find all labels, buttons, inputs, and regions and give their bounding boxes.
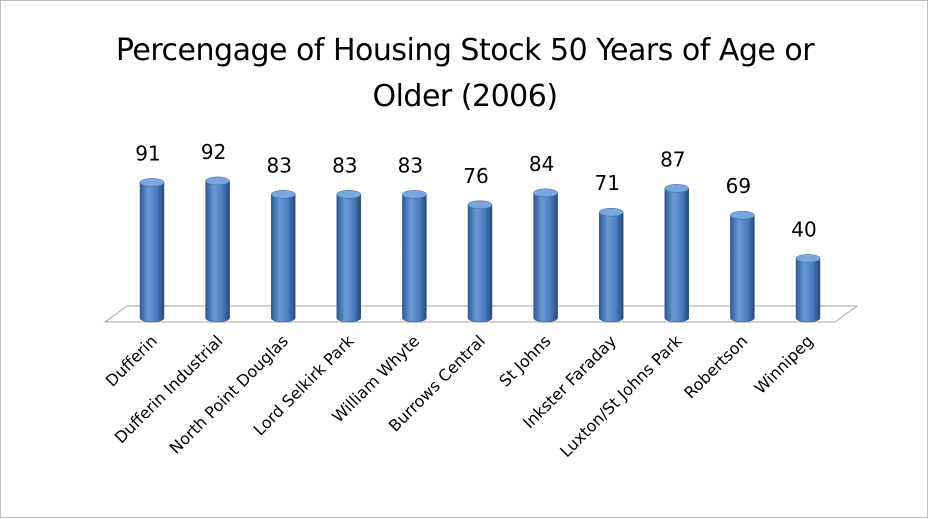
bar-top (336, 190, 362, 199)
data-label: 83 (398, 153, 423, 177)
bar (598, 211, 624, 323)
x-tick-label: Robertson (680, 331, 751, 402)
bar-top (664, 184, 690, 193)
bar (270, 194, 296, 323)
x-tick-label: St Johns (495, 331, 554, 390)
data-label: 71 (594, 171, 619, 195)
bar-top (402, 190, 427, 199)
x-tick-label: North Point Douglas (166, 331, 292, 457)
bar (730, 214, 755, 323)
bar (205, 180, 230, 323)
bar-top (139, 178, 165, 187)
bar-top (205, 176, 230, 186)
bar (402, 194, 427, 323)
x-tick-label: Luxton/St Johns Park (556, 331, 686, 461)
bar (467, 204, 493, 323)
chart-title: Percengage of Housing Stock 50 Years of … (115, 33, 815, 114)
data-label: 76 (463, 164, 488, 188)
data-label: 91 (135, 141, 160, 165)
bar (139, 182, 165, 323)
x-tick-label: Winnipeg (751, 331, 817, 397)
data-label: 84 (529, 152, 554, 176)
bar-top (533, 188, 558, 198)
bar-top (270, 190, 296, 199)
data-label: 40 (791, 217, 816, 241)
bar-top (730, 210, 755, 220)
x-tick-label: Dufferin Industrial (111, 331, 227, 447)
bar-top (795, 254, 821, 263)
data-label: 83 (266, 153, 291, 177)
bar-top (467, 200, 493, 210)
bar-top (598, 207, 624, 217)
data-label: 83 (332, 153, 357, 177)
data-label: 69 (726, 174, 751, 198)
bar (336, 194, 362, 323)
bar (795, 258, 821, 323)
bar (664, 188, 690, 323)
bar (533, 192, 558, 323)
data-label: 87 (660, 147, 685, 171)
x-tick-label: Dufferin (102, 331, 161, 390)
data-label: 92 (201, 140, 226, 164)
